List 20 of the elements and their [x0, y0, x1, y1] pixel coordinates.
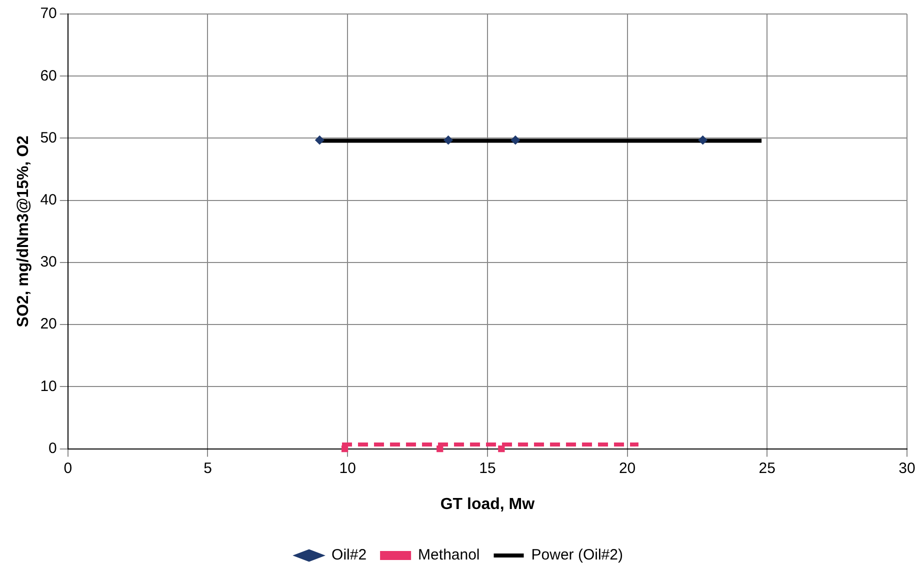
x-tick-label: 15 — [479, 460, 496, 477]
y-axis-title: SO2, mg/dNm3@15%, O2 — [15, 135, 32, 328]
legend-label: Oil#2 — [332, 546, 367, 564]
legend-label: Methanol — [418, 546, 480, 564]
y-tick-label: 10 — [40, 378, 57, 395]
x-tick-label: 5 — [204, 460, 212, 477]
x-tick-label: 10 — [339, 460, 356, 477]
y-tick-label: 30 — [40, 254, 57, 271]
legend-label: Power (Oil#2) — [531, 546, 623, 564]
y-tick-label: 60 — [40, 67, 57, 84]
x-tick-label: 0 — [64, 460, 72, 477]
x-tick-label: 20 — [618, 460, 636, 477]
x-tick-label: 30 — [898, 460, 916, 477]
y-tick-label: 70 — [40, 5, 57, 22]
y-tick-label: 20 — [40, 316, 57, 333]
y-tick-label: 50 — [40, 129, 57, 146]
y-tick-label: 0 — [48, 440, 57, 457]
x-tick-label: 25 — [758, 460, 776, 477]
x-axis-title: GT load, Mw — [440, 496, 536, 513]
y-tick-label: 40 — [40, 191, 57, 208]
